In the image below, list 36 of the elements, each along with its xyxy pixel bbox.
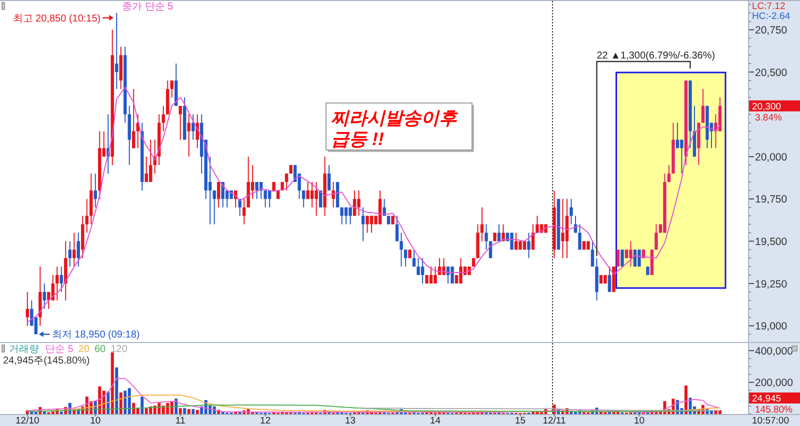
x-tick-label: 15 xyxy=(514,416,526,426)
x-tick-label: 10 xyxy=(90,416,101,426)
text: 24,945 xyxy=(752,394,782,404)
chart-title: 거래량 xyxy=(9,344,39,355)
text: 20 xyxy=(78,344,90,355)
text: 60 xyxy=(94,344,106,355)
annotation: 최고 20,850 (10:15) xyxy=(12,13,101,24)
y-tick-label: 19,000 xyxy=(755,320,788,333)
y-tick-label: 19,750 xyxy=(755,194,788,206)
x-tick-label: 12 xyxy=(260,416,271,426)
text: HC:-2.64 xyxy=(752,11,790,22)
text: 종가 단순 5 xyxy=(122,2,174,12)
annotation: 최저 18,950 (09:18) xyxy=(52,330,140,341)
text: 단순 5 xyxy=(45,344,74,355)
y-tick-label: 400,000 xyxy=(755,345,794,358)
text: 120 xyxy=(110,344,128,355)
x-tick-label: 10 xyxy=(634,416,645,426)
y-tick-label: 19,250 xyxy=(755,278,788,290)
y-tick-label: 20,750 xyxy=(755,24,788,37)
x-tick-label: 14 xyxy=(430,416,441,426)
text: 145.80% xyxy=(755,404,794,416)
annotation: 24,945주(145.80%) xyxy=(3,356,90,366)
x-tick-label: 12/10 xyxy=(16,416,40,426)
y-tick-label: 200,000 xyxy=(755,377,794,390)
annotation: 22 ▲1,300(6.79%/-6.36%) xyxy=(596,50,716,62)
x-tick-label: 13 xyxy=(345,416,356,426)
y-tick-label: 20,500 xyxy=(755,66,788,79)
text: 20,300 xyxy=(752,101,782,112)
text: 3.84% xyxy=(755,112,782,124)
y-tick-label: 20,000 xyxy=(755,151,788,164)
annotation: 찌라시발송이후 급등 !! xyxy=(331,108,459,149)
x-tick-label: 11 xyxy=(175,416,186,426)
x-tick-label: 12/11 xyxy=(542,416,566,426)
text: LC:7.12 xyxy=(752,1,786,12)
text: 10:57:00 xyxy=(752,416,789,426)
y-tick-label: 19,500 xyxy=(755,236,788,248)
